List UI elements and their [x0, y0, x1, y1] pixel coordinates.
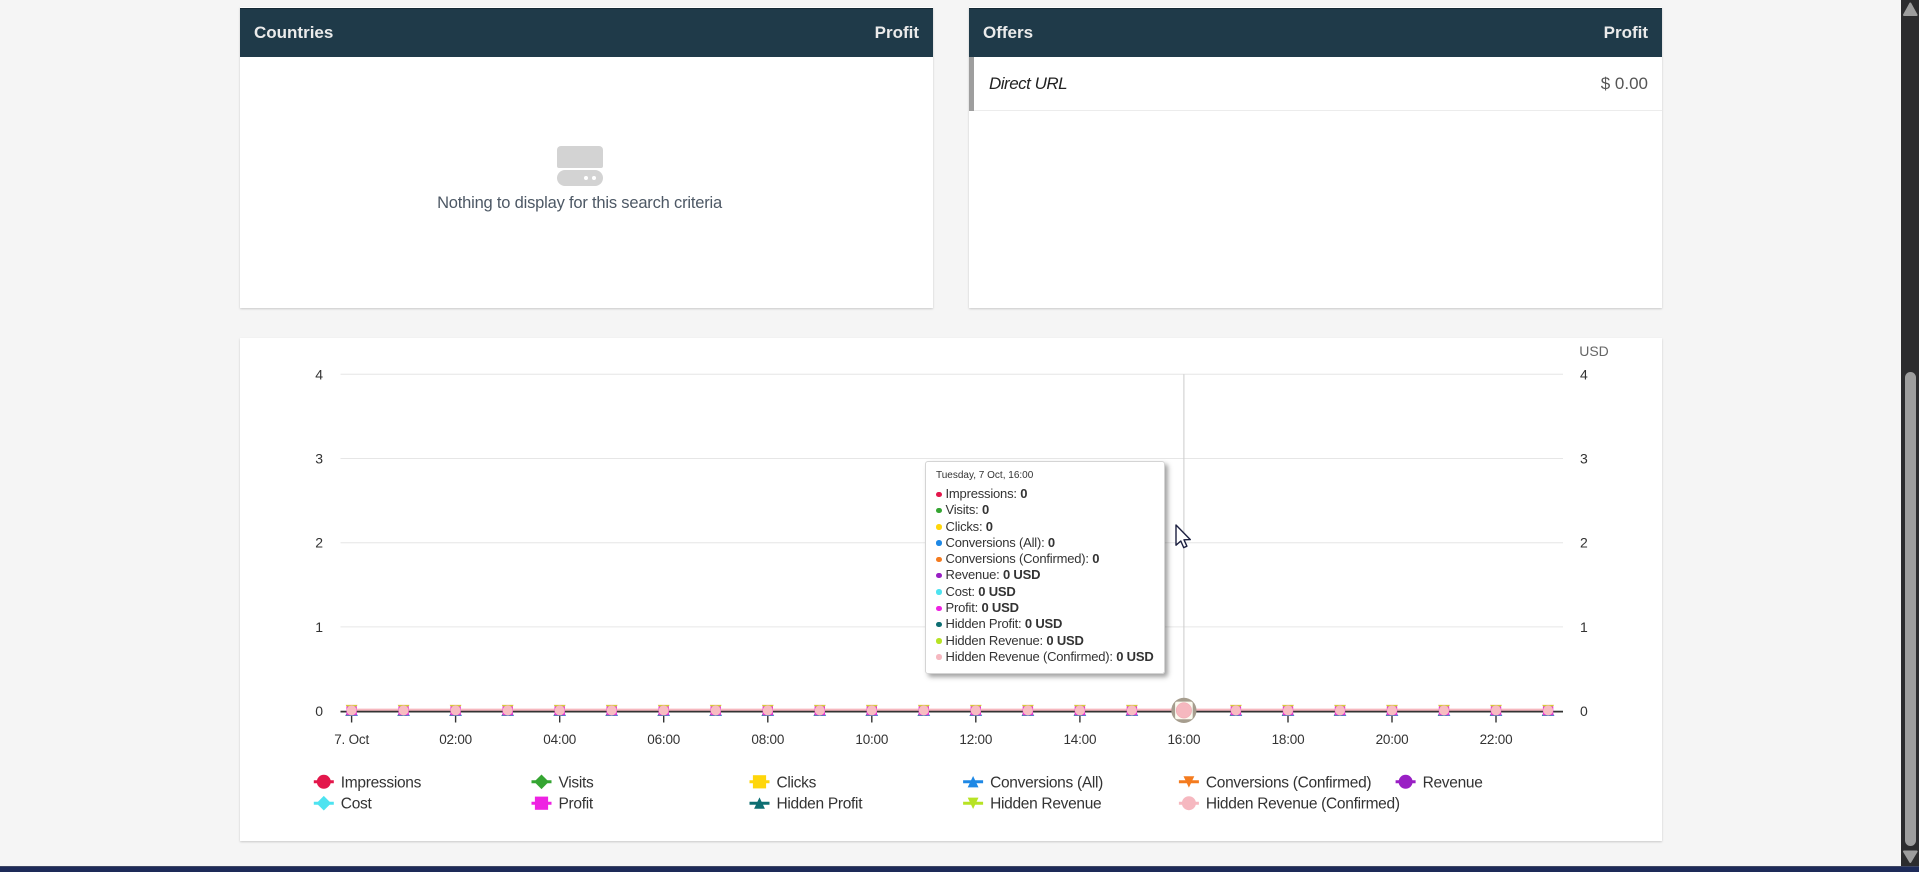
svg-text:1: 1 — [1580, 619, 1588, 635]
svg-text:Clicks: Clicks — [777, 774, 817, 791]
svg-text:06:00: 06:00 — [647, 732, 680, 747]
svg-text:2: 2 — [1580, 535, 1588, 551]
svg-text:02:00: 02:00 — [439, 732, 472, 747]
svg-text:Conversions (All): Conversions (All) — [990, 774, 1103, 791]
svg-text:7. Oct: 7. Oct — [334, 732, 369, 747]
svg-text:Hidden Revenue: Hidden Revenue — [990, 796, 1101, 813]
svg-text:12:00: 12:00 — [959, 732, 992, 747]
svg-text:18:00: 18:00 — [1272, 732, 1305, 747]
svg-text:USD: USD — [1579, 343, 1609, 359]
svg-text:14:00: 14:00 — [1064, 732, 1097, 747]
svg-text:0: 0 — [315, 703, 323, 719]
svg-text:Profit: Profit — [559, 796, 594, 813]
svg-text:Impressions: Impressions — [341, 774, 422, 791]
svg-text:3: 3 — [315, 451, 323, 467]
svg-text:2: 2 — [315, 535, 323, 551]
svg-text:16:00: 16:00 — [1168, 732, 1201, 747]
svg-text:1: 1 — [315, 619, 323, 635]
svg-text:0: 0 — [1580, 703, 1588, 719]
svg-text:Visits: Visits — [559, 774, 595, 791]
svg-text:20:00: 20:00 — [1376, 732, 1409, 747]
svg-text:Hidden Revenue (Confirmed): Hidden Revenue (Confirmed) — [1206, 796, 1400, 813]
svg-text:4: 4 — [1580, 366, 1588, 382]
svg-text:Cost: Cost — [341, 796, 373, 813]
svg-text:04:00: 04:00 — [543, 732, 576, 747]
svg-text:Conversions (Confirmed): Conversions (Confirmed) — [1206, 774, 1372, 791]
svg-text:Revenue: Revenue — [1423, 774, 1483, 791]
svg-text:08:00: 08:00 — [751, 732, 784, 747]
svg-text:10:00: 10:00 — [855, 732, 888, 747]
svg-text:22:00: 22:00 — [1480, 732, 1513, 747]
svg-text:4: 4 — [315, 366, 323, 382]
svg-text:Hidden Profit: Hidden Profit — [777, 796, 864, 813]
svg-text:3: 3 — [1580, 451, 1588, 467]
